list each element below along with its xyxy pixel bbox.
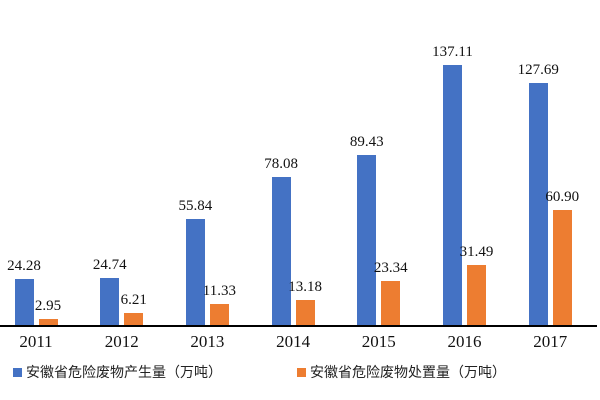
legend-swatch-production — [13, 367, 22, 377]
x-axis-label-2012: 2012 — [104, 332, 139, 351]
value-label-disposal-2014: 13.18 — [288, 279, 322, 295]
bar-disposal-2011 — [38, 319, 58, 325]
x-axis-label-2015: 2015 — [361, 332, 396, 351]
value-label-disposal-2013: 11.33 — [202, 282, 236, 299]
bar-disposal-2016 — [467, 265, 486, 325]
value-label-disposal-2011: 2.95 — [34, 298, 62, 315]
x-axis-label-2016: 2016 — [447, 332, 482, 351]
bar-disposal-2015 — [381, 280, 401, 325]
value-label-disposal-2017: 60.90 — [545, 188, 580, 205]
value-label-production-2012: 24.74 — [92, 257, 127, 274]
x-axis-label-2011: 2011 — [19, 332, 53, 351]
bar-production-2011 — [14, 278, 34, 325]
legend-label-production: 安徽省危险废物产生量（万吨） — [26, 366, 222, 381]
value-label-production-2011: 24.28 — [7, 257, 41, 274]
legend-item-disposal: 安徽省危险废物处置量（万吨） — [297, 362, 506, 382]
legend-label-disposal: 安徽省危险废物处置量（万吨） — [310, 366, 506, 381]
bar-production-2017 — [528, 82, 548, 325]
bar-production-2015 — [357, 155, 377, 325]
value-label-production-2015: 89.43 — [349, 134, 384, 151]
value-label-production-2017: 127.69 — [517, 61, 559, 78]
value-label-disposal-2016: 31.49 — [459, 244, 494, 261]
value-label-production-2014: 78.08 — [264, 155, 298, 172]
x-axis-line — [0, 325, 597, 327]
x-axis-label-2014: 2014 — [276, 332, 311, 351]
bar-production-2014 — [271, 176, 291, 325]
value-label-production-2013: 55.84 — [178, 198, 213, 215]
bar-production-2013 — [185, 219, 205, 325]
legend-item-production: 安徽省危险废物产生量（万吨） — [13, 362, 222, 382]
legend: 安徽省危险废物产生量（万吨） 安徽省危险废物处置量（万吨） — [0, 362, 600, 388]
value-label-disposal-2012: 6.21 — [120, 292, 147, 309]
bar-production-2016 — [443, 65, 462, 325]
bar-disposal-2014 — [295, 300, 315, 325]
legend-swatch-disposal — [297, 367, 306, 377]
bar-disposal-2017 — [552, 209, 572, 325]
x-axis-label-2013: 2013 — [190, 332, 225, 351]
bar-production-2012 — [100, 278, 120, 325]
value-label-disposal-2015: 23.34 — [373, 259, 408, 276]
x-axis-label-2017: 2017 — [533, 332, 568, 351]
bar-disposal-2012 — [124, 313, 144, 325]
bar-disposal-2013 — [209, 303, 229, 325]
value-label-production-2016: 137.11 — [432, 44, 473, 60]
